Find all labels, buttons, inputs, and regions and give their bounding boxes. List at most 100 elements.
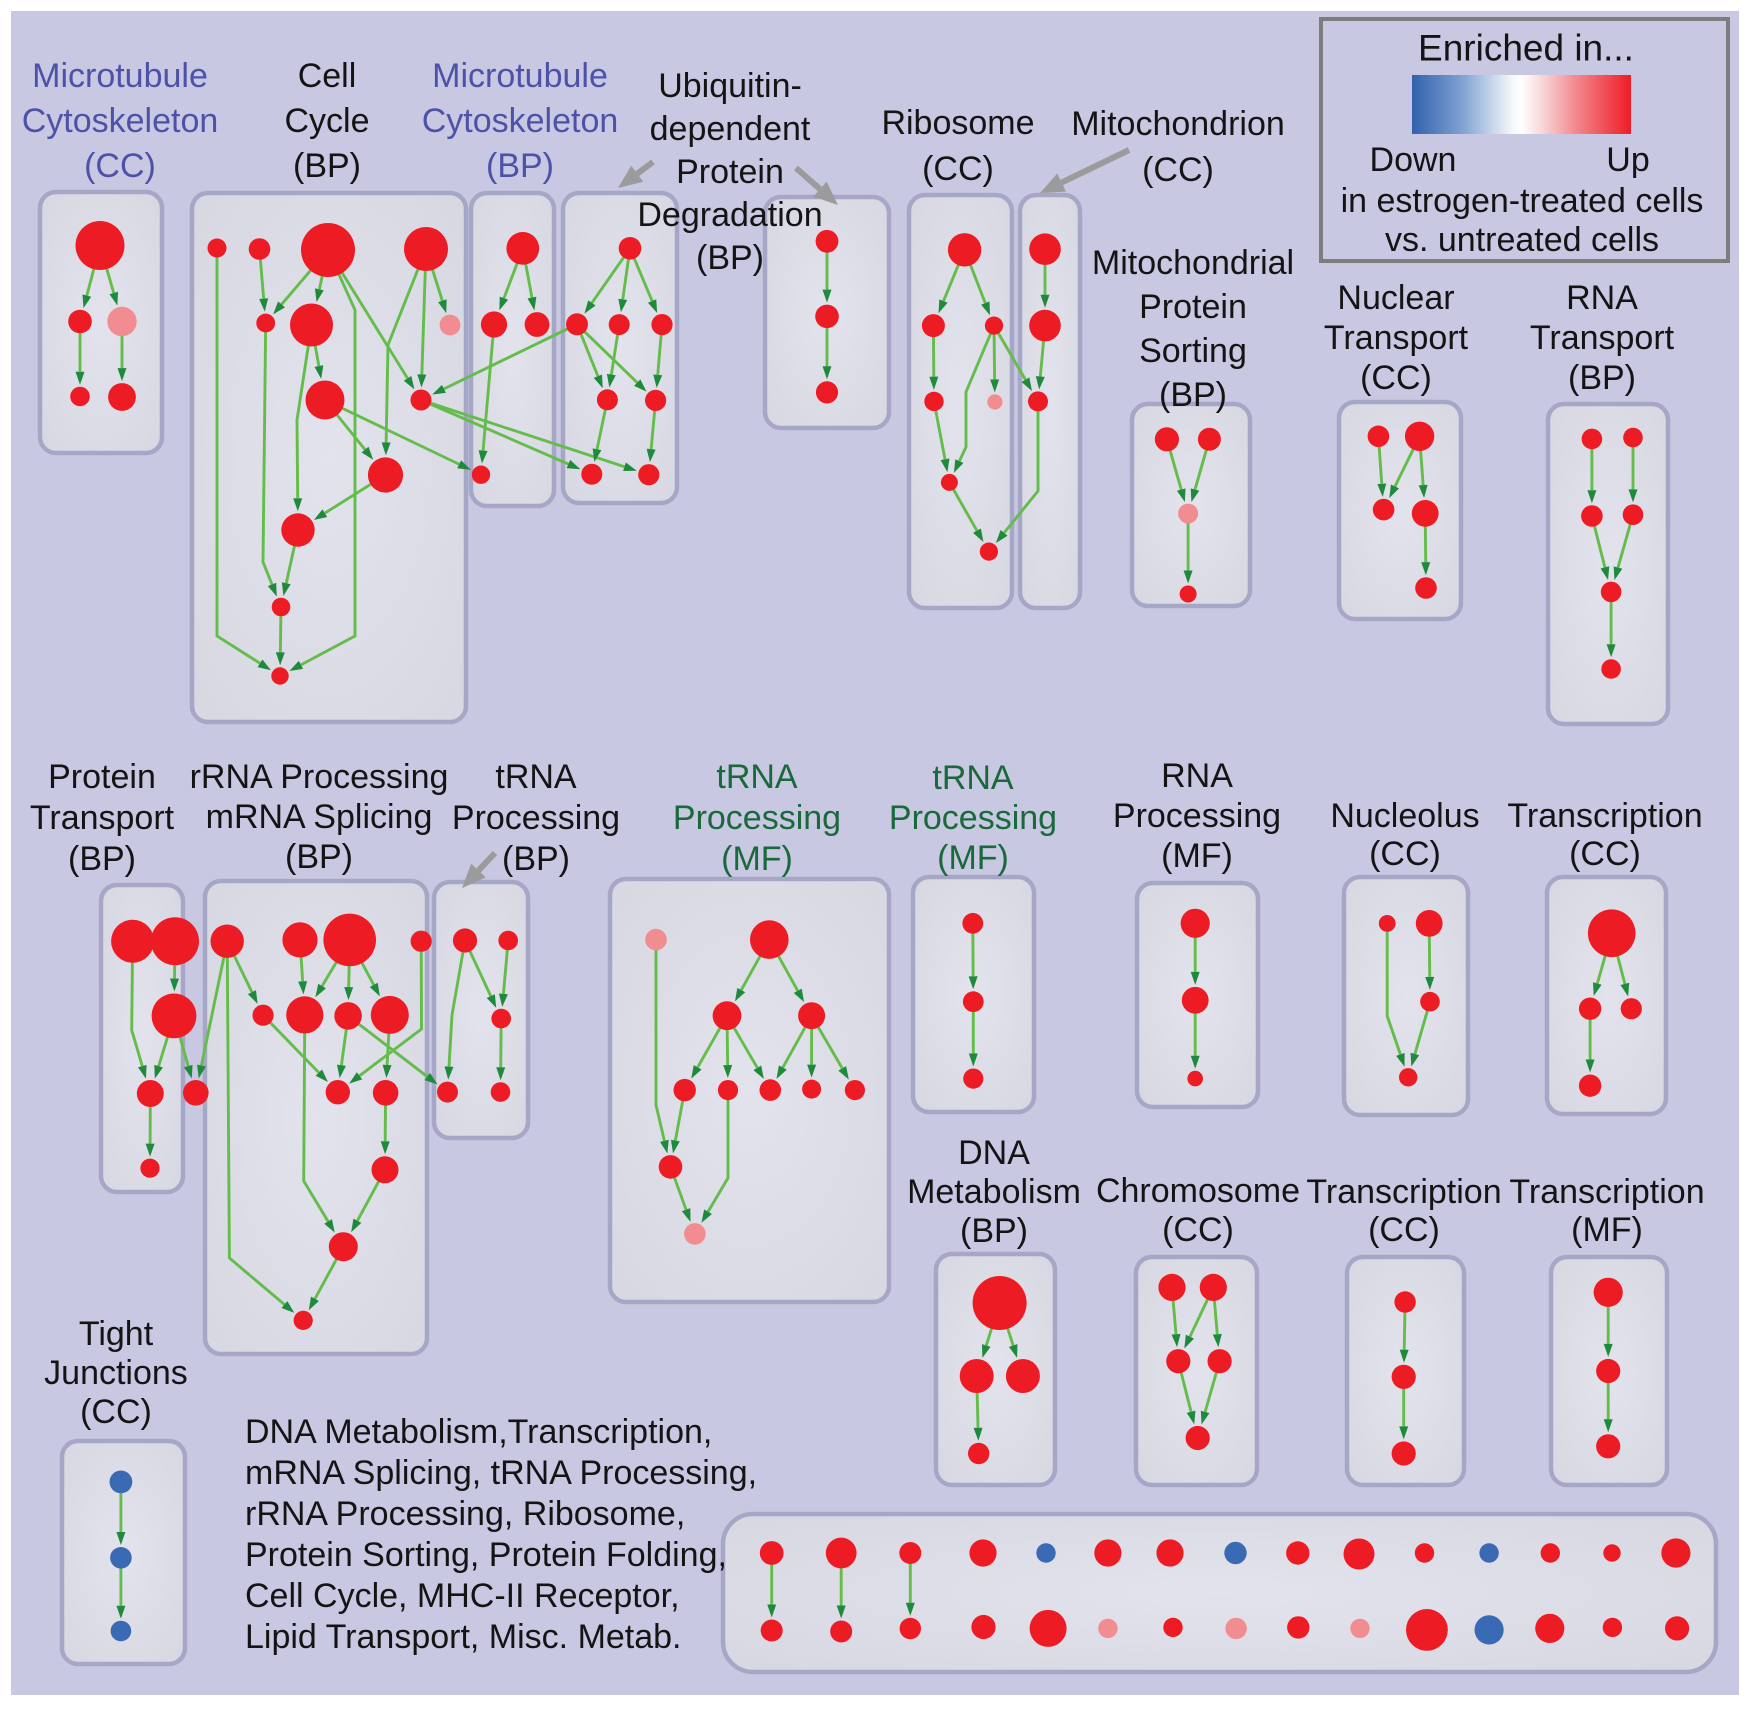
node-transcription-cc-row2-b <box>1579 998 1601 1020</box>
node-tight-junctions-cc-a <box>110 1471 133 1494</box>
legend-down-label: Down <box>1370 141 1457 179</box>
node-ribosome-cc-a <box>948 233 981 266</box>
node-miscellaneous-terms-box-t13 <box>1541 1543 1560 1562</box>
node-ribosome-cc-f <box>941 474 958 491</box>
node-mitochondrion-cc-b <box>1029 310 1061 342</box>
legend-title: Enriched in... <box>1418 28 1634 69</box>
node-ubiquitin-degradation-box-left-a <box>619 237 642 260</box>
node-rrna-processing-mrna-splicing-bp-m2 <box>286 996 323 1033</box>
node-mitochondrion-cc-c <box>1028 391 1048 411</box>
node-rrna-processing-mrna-splicing-bp-mlr <box>372 1156 399 1183</box>
node-transcription-cc-row3-b <box>1392 1365 1416 1389</box>
node-rrna-processing-mrna-splicing-bp-lc <box>326 1080 350 1104</box>
node-nuclear-transport-cc-e <box>1415 577 1437 599</box>
node-trna-processing-mf-large-a <box>750 920 789 959</box>
node-transcription-cc-row2-d <box>1579 1075 1601 1097</box>
node-miscellaneous-terms-box-b2 <box>830 1621 852 1643</box>
node-microtubule-cytoskeleton-bp-b <box>481 311 507 337</box>
legend-caption-line1: in estrogen-treated cells <box>1341 182 1704 220</box>
node-miscellaneous-terms-box-b13 <box>1535 1614 1564 1643</box>
node-miscellaneous-terms-box-b4 <box>971 1615 995 1639</box>
node-transcription-cc-row3-a <box>1394 1291 1415 1312</box>
node-mitochondrial-protein-sorting-bp-a <box>1155 427 1179 451</box>
node-trna-processing-mf-large-lo <box>659 1155 683 1179</box>
node-protein-transport-bp-d <box>137 1080 164 1107</box>
node-tight-junctions-cc-c <box>111 1621 132 1642</box>
node-trna-processing-mf-small-b <box>963 991 984 1012</box>
node-rna-transport-bp-b <box>1623 428 1643 448</box>
node-ubiquitin-degradation-box-left-c <box>609 314 630 335</box>
node-transcription-cc-row2-c <box>1621 998 1642 1019</box>
node-rna-transport-bp-a <box>1582 429 1603 450</box>
node-ribosome-cc-d <box>924 392 943 411</box>
node-transcription-cc-row3-c <box>1392 1441 1416 1465</box>
node-trna-processing-mf-large-p1 <box>645 929 667 951</box>
node-miscellaneous-terms-box-b10 <box>1350 1619 1369 1638</box>
node-trna-processing-mf-large-r5 <box>845 1080 865 1100</box>
node-rrna-processing-mrna-splicing-bp-m3 <box>334 1002 362 1030</box>
node-cell-cycle-bp-n4 <box>404 227 448 271</box>
group-box-miscellaneous-terms-box <box>723 1514 1716 1672</box>
node-microtubule-cytoskeleton-cc-e <box>108 383 136 411</box>
node-trna-processing-bp-c <box>491 1009 511 1029</box>
node-rna-transport-bp-c <box>1581 505 1603 527</box>
group-box-chromosome-cc <box>1136 1257 1257 1485</box>
node-miscellaneous-terms-box-b14 <box>1603 1618 1622 1637</box>
node-miscellaneous-terms-box-b9 <box>1287 1616 1309 1638</box>
node-trna-processing-mf-large-r1 <box>674 1079 696 1101</box>
node-nucleolus-cc-a <box>1379 915 1396 932</box>
node-chromosome-cc-d <box>1208 1349 1232 1373</box>
node-miscellaneous-terms-box-b7 <box>1163 1618 1182 1637</box>
node-tight-junctions-cc-b <box>110 1547 132 1569</box>
node-transcription-mf-a <box>1594 1278 1623 1307</box>
node-mitochondrial-protein-sorting-bp-d <box>1180 586 1197 603</box>
node-ubiquitin-degradation-box-left-h <box>638 464 659 485</box>
node-nucleolus-cc-d <box>1399 1068 1417 1086</box>
node-miscellaneous-terms-box-t15 <box>1661 1538 1690 1567</box>
node-dna-metabolism-bp-a <box>973 1276 1027 1330</box>
node-trna-processing-mf-large-r4 <box>802 1080 821 1099</box>
node-trna-processing-bp-b <box>498 931 518 951</box>
legend-caption-line2: vs. untreated cells <box>1385 221 1659 259</box>
node-ribosome-cc-e <box>987 394 1002 409</box>
node-microtubule-cytoskeleton-cc-a <box>76 221 125 270</box>
footnote-line: Cell Cycle, MHC-II Receptor, <box>245 1577 680 1615</box>
node-trna-processing-mf-small-a <box>962 913 983 934</box>
node-nuclear-transport-cc-d <box>1412 500 1439 527</box>
node-trna-processing-mf-large-r3 <box>760 1079 782 1101</box>
node-miscellaneous-terms-box-t6 <box>1094 1539 1121 1566</box>
node-miscellaneous-terms-box-t2 <box>826 1538 857 1569</box>
node-ribosome-cc-c <box>985 317 1003 335</box>
node-ribosome-cc-b <box>922 314 945 337</box>
node-transcription-mf-c <box>1596 1434 1620 1458</box>
footnote-line: rRNA Processing, Ribosome, <box>245 1495 685 1533</box>
node-ubiquitin-degradation-box-right-b <box>815 305 839 329</box>
node-rrna-processing-mrna-splicing-bp-m1 <box>253 1005 274 1026</box>
node-nuclear-transport-cc-c <box>1373 499 1395 521</box>
footnote-line: mRNA Splicing, tRNA Processing, <box>245 1454 757 1492</box>
node-miscellaneous-terms-box-t9 <box>1286 1541 1309 1564</box>
node-cell-cycle-bp-n13 <box>271 667 288 684</box>
node-miscellaneous-terms-box-b8 <box>1225 1618 1246 1639</box>
node-cell-cycle-bp-n10 <box>368 457 403 492</box>
node-cell-cycle-bp-n6 <box>290 304 333 347</box>
node-trna-processing-bp-d <box>437 1082 458 1103</box>
legend-gradient-bar <box>1412 75 1631 134</box>
node-trna-processing-bp-e <box>491 1082 511 1102</box>
node-rrna-processing-mrna-splicing-bp-m4 <box>371 996 409 1034</box>
footnote-line: DNA Metabolism,Transcription, <box>245 1413 712 1451</box>
node-ubiquitin-degradation-box-left-g <box>581 464 602 485</box>
group-box-nuclear-transport-cc <box>1339 402 1461 619</box>
node-transcription-cc-row2-a <box>1588 909 1636 957</box>
node-ubiquitin-degradation-box-left-b <box>566 313 588 335</box>
node-rna-processing-mf-b <box>1182 987 1209 1014</box>
node-trna-processing-mf-large-ml <box>713 1001 742 1030</box>
node-nucleolus-cc-b <box>1416 910 1443 937</box>
node-dna-metabolism-bp-b <box>960 1359 994 1393</box>
node-miscellaneous-terms-box-t7 <box>1156 1539 1183 1566</box>
node-mitochondrial-protein-sorting-bp-b <box>1198 428 1221 451</box>
node-dna-metabolism-bp-d <box>968 1443 989 1464</box>
node-ubiquitin-degradation-box-left-d <box>651 314 672 335</box>
node-nucleolus-cc-c <box>1420 992 1440 1012</box>
